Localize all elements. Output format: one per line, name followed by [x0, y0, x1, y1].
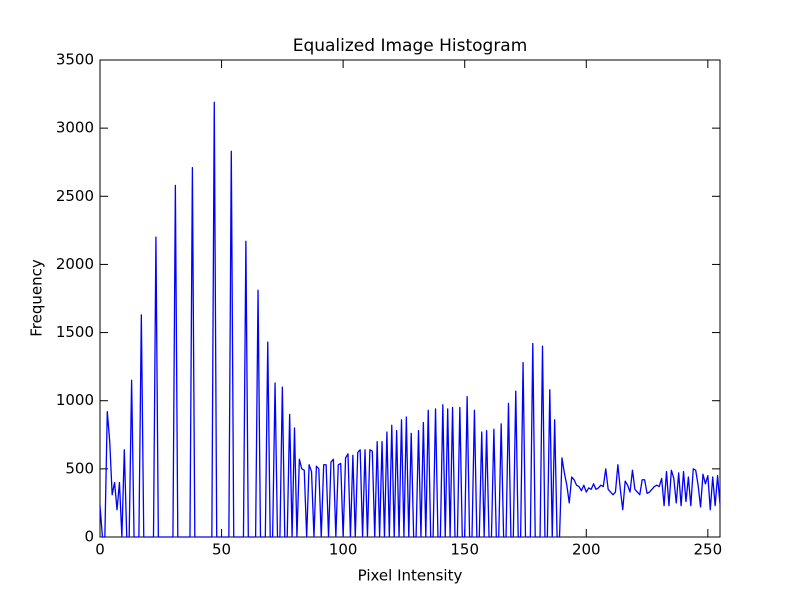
chart-title: Equalized Image Histogram: [293, 36, 528, 56]
y-tick-label: 2000: [56, 255, 94, 273]
data-line: [99, 101, 721, 538]
x-tick-label: 50: [212, 541, 231, 559]
x-tick-label: 100: [329, 541, 358, 559]
x-axis-label: Pixel Intensity: [358, 567, 463, 585]
y-tick-label: 0: [84, 528, 94, 546]
x-tick-label: 200: [572, 541, 601, 559]
y-tick-label: 1500: [56, 323, 94, 341]
x-tick-label: 150: [450, 541, 479, 559]
x-tick-label: 250: [694, 541, 723, 559]
x-tick-label: 0: [95, 541, 105, 559]
y-tick-label: 1000: [56, 391, 94, 409]
y-axis-label: Frequency: [28, 259, 46, 337]
y-tick-label: 500: [65, 459, 94, 477]
plot-frame: [99, 59, 721, 538]
y-tick-label: 3000: [56, 119, 94, 137]
y-tick-label: 3500: [56, 51, 94, 69]
y-tick-label: 2500: [56, 187, 94, 205]
